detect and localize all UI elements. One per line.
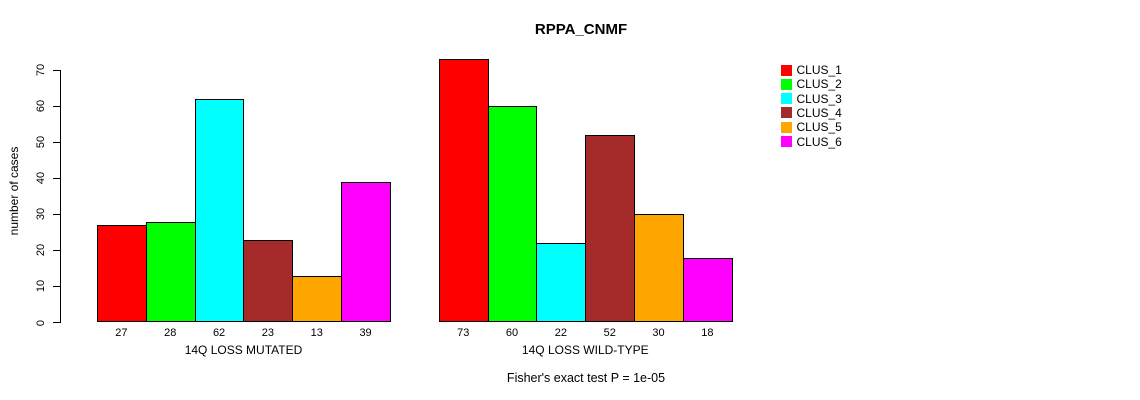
bar [585, 134, 636, 323]
bar-value-label: 73 [457, 326, 470, 339]
bar-value-label: 30 [652, 326, 665, 339]
bar-value-label: 23 [261, 326, 275, 339]
chart-title: RPPA_CNMF [534, 21, 628, 38]
y-tick-label: 40 [35, 172, 47, 185]
bar-value-label: 28 [164, 326, 177, 339]
y-tick-mark [53, 249, 60, 251]
y-tick-mark [53, 141, 60, 143]
group-label-wild-type: 14Q LOSS WILD-TYPE [521, 342, 649, 357]
y-tick-label: 30 [35, 208, 47, 221]
y-axis-label: number of cases [7, 146, 21, 236]
bar [487, 106, 538, 323]
bar [97, 225, 147, 323]
y-tick-label: 0 [35, 319, 47, 326]
bar-value-label: 60 [505, 326, 519, 339]
bar-value-label: 18 [701, 326, 714, 339]
legend-label: CLUS_1 [796, 63, 842, 77]
bar-value-label: 52 [603, 326, 616, 339]
bar [682, 257, 733, 323]
bar [536, 243, 587, 323]
y-tick-label: 10 [35, 280, 47, 293]
y-tick-mark [53, 105, 60, 107]
legend-swatch [781, 93, 792, 105]
group-label-mutated: 14Q LOSS MUTATED [184, 342, 303, 357]
y-tick-mark [53, 177, 60, 179]
legend-swatch [781, 107, 792, 119]
legend-swatch [781, 78, 792, 90]
bar [292, 275, 343, 323]
y-tick-label: 60 [35, 100, 47, 113]
legend-swatch [781, 136, 792, 148]
y-tick-mark [53, 69, 60, 71]
bar [438, 59, 489, 323]
legend-label: CLUS_5 [796, 120, 842, 135]
y-axis-line [60, 69, 61, 323]
legend-label: CLUS_3 [796, 91, 842, 106]
bar [341, 181, 391, 323]
y-tick-label: 70 [35, 63, 47, 77]
bar [243, 239, 294, 323]
fisher-test-annotation: Fisher's exact test P = 1e-05 [506, 371, 666, 385]
legend-swatch [781, 64, 792, 76]
legend-label: CLUS_6 [796, 134, 842, 149]
bar-value-label: 22 [554, 326, 567, 339]
y-tick-mark [53, 285, 60, 287]
y-tick-mark [53, 213, 60, 215]
bar-value-label: 27 [115, 326, 128, 339]
bar-value-label: 62 [212, 326, 226, 339]
bar-value-label: 13 [310, 326, 323, 339]
bar-value-label: 39 [359, 326, 372, 339]
y-tick-mark [53, 322, 60, 323]
legend-swatch [781, 121, 792, 133]
bar [145, 221, 196, 323]
bar [634, 214, 684, 323]
legend-label: CLUS_2 [796, 77, 842, 92]
y-tick-label: 50 [35, 136, 47, 149]
y-tick-label: 20 [35, 244, 47, 257]
legend-label: CLUS_4 [796, 105, 842, 120]
bar [194, 98, 245, 323]
